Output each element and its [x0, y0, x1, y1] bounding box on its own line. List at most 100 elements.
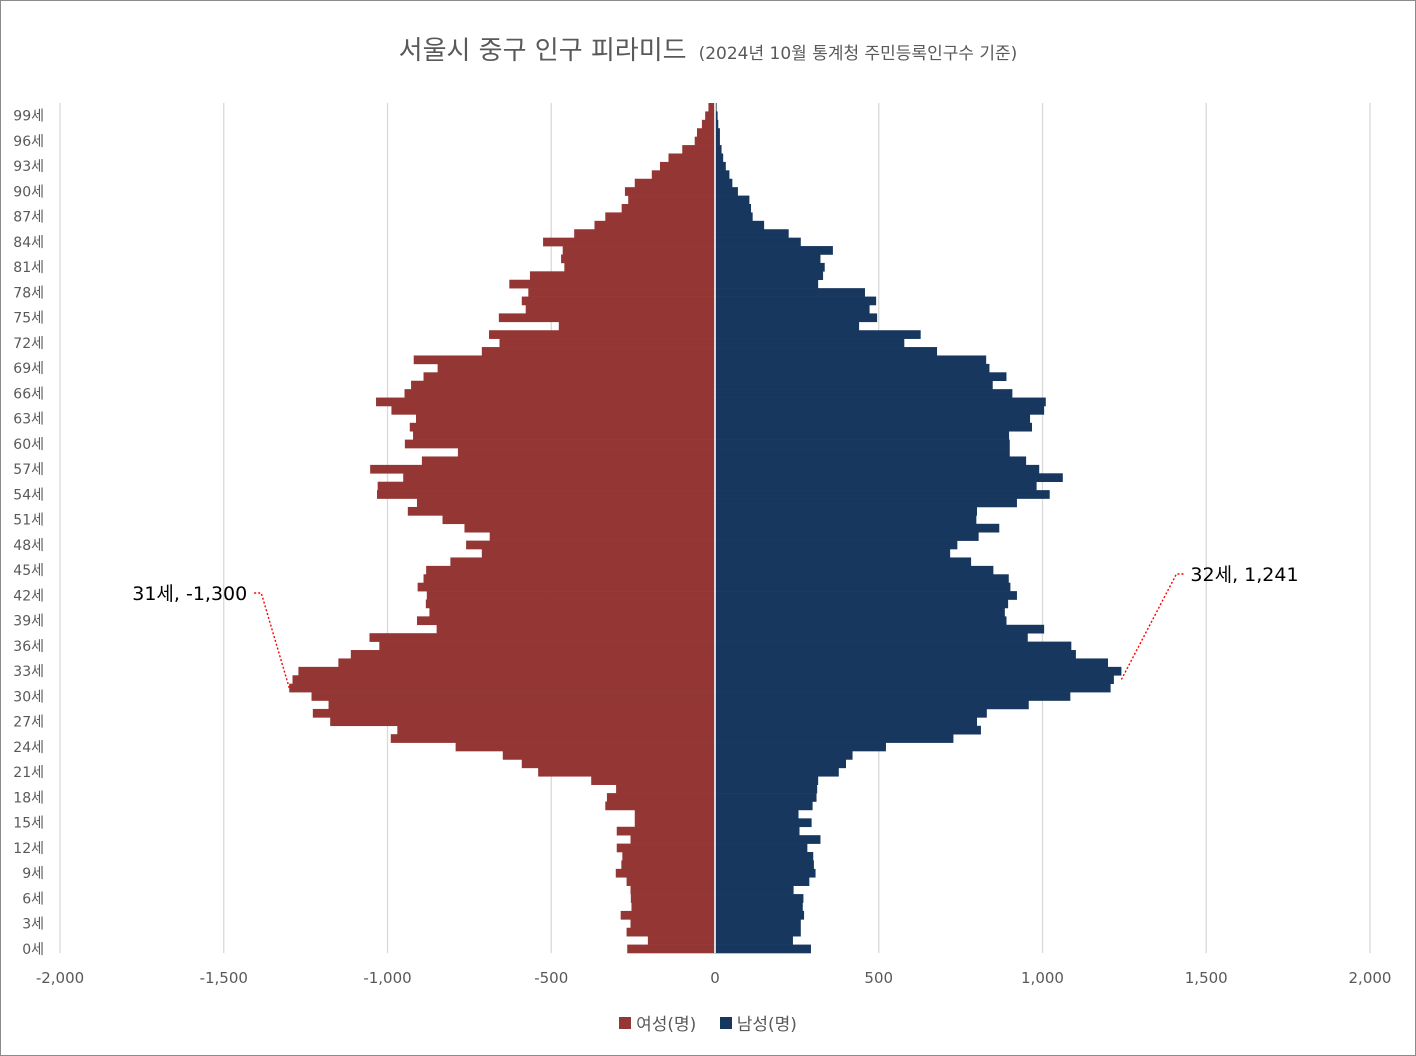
bar-male [715, 422, 1033, 432]
bar-female [404, 439, 715, 449]
y-tick-label: 18세 [13, 790, 44, 806]
bar-male [715, 187, 738, 196]
bar-female [413, 355, 715, 365]
x-tick-label: -2,000 [36, 969, 84, 987]
bar-female [626, 927, 715, 937]
bar-female [606, 793, 715, 802]
chart-title-block: 서울시 중구 인구 피라미드 (2024년 10월 통계청 주민등록인구수 기준) [0, 30, 1416, 67]
bar-female [696, 128, 715, 137]
bar-male [715, 279, 819, 289]
bar-male [715, 784, 818, 794]
y-tick-label: 27세 [13, 715, 44, 731]
bar-female [621, 860, 715, 870]
bar-female [615, 868, 715, 878]
bar-male [715, 178, 733, 188]
chart-subtitle: (2024년 10월 통계청 주민등록인구수 기준) [698, 44, 1018, 64]
bar-male [715, 347, 938, 356]
y-tick-label: 36세 [13, 639, 44, 655]
bar-female [561, 254, 715, 264]
y-tick-label: 60세 [13, 437, 44, 453]
bar-male [715, 355, 987, 365]
bar-male [715, 936, 793, 945]
legend: 여성(명) 남성(명) [0, 1010, 1416, 1035]
bar-female [538, 767, 715, 777]
bar-female [338, 658, 715, 668]
y-tick-label: 24세 [13, 740, 44, 756]
bar-male [715, 683, 1111, 693]
bar-male [715, 902, 803, 912]
bar-female [404, 389, 715, 398]
bar-male [715, 843, 808, 853]
y-tick-label: 57세 [13, 462, 44, 478]
y-tick-label: 54세 [13, 487, 44, 503]
bar-female [630, 894, 715, 903]
bar-female [328, 700, 715, 710]
y-tick-label: 69세 [13, 361, 44, 377]
bar-male [715, 607, 1005, 617]
bar-female [701, 119, 715, 129]
bar-male [715, 852, 814, 861]
bar-male [715, 389, 1013, 398]
bar-female [630, 885, 715, 895]
bar-female [350, 650, 715, 659]
bar-male [715, 506, 977, 516]
bar-female [621, 203, 715, 213]
bar-female [659, 161, 715, 171]
legend-label-female: 여성(명) [636, 1015, 697, 1035]
x-tick-label: -500 [534, 969, 568, 987]
bar-female [634, 178, 715, 188]
bar-female [627, 944, 715, 954]
bar-male [715, 927, 801, 937]
bar-male [715, 313, 878, 323]
bar-male [715, 641, 1072, 651]
bar-female [436, 624, 715, 634]
bar-male [715, 288, 865, 297]
bar-male [715, 170, 730, 180]
bar-female [425, 599, 715, 609]
bar-female [628, 195, 715, 205]
bar-male [715, 599, 1009, 609]
bar-female [616, 826, 715, 836]
y-tick-label: 12세 [13, 841, 44, 857]
bar-male [715, 776, 819, 785]
bar-female [682, 145, 715, 154]
bar-female [651, 170, 715, 180]
bar-female [634, 818, 715, 828]
bar-female [481, 347, 715, 356]
bar-male [715, 708, 987, 718]
bar-female [562, 246, 715, 255]
legend-swatch-female [619, 1016, 632, 1029]
bar-male [715, 119, 719, 129]
bar-female [377, 490, 715, 499]
bar-male [715, 431, 1010, 440]
bar-female [442, 515, 715, 525]
bar-male [715, 330, 921, 339]
bar-male [715, 734, 954, 743]
y-tick-label: 78세 [13, 285, 44, 301]
bar-male [715, 860, 814, 870]
bar-male [715, 490, 1050, 499]
x-tick-label: 1,500 [1185, 969, 1228, 987]
bar-female [564, 262, 715, 272]
bar-male [715, 809, 799, 819]
legend-item-male: 남성(명) [719, 1010, 797, 1035]
bar-male [715, 481, 1037, 491]
bar-male [715, 532, 979, 541]
bar-male [715, 372, 1007, 382]
bar-male [715, 498, 1017, 508]
bar-female [498, 313, 715, 323]
bar-male [715, 624, 1045, 634]
bar-female [312, 708, 715, 718]
bar-male [715, 910, 805, 920]
bar-female [376, 397, 715, 407]
bar-female [694, 136, 715, 146]
bar-female [594, 220, 715, 230]
annotation-leader-line [253, 592, 290, 689]
bar-male [715, 549, 951, 558]
bar-male [715, 195, 750, 205]
bar-female [521, 759, 715, 769]
bar-male [715, 203, 752, 213]
bar-male [715, 321, 860, 331]
bar-female [437, 363, 715, 373]
population-pyramid-chart: -2,000 -1,500 -1,000 -500 0 500 1,000 1,500 2,00… [13, 103, 1391, 987]
